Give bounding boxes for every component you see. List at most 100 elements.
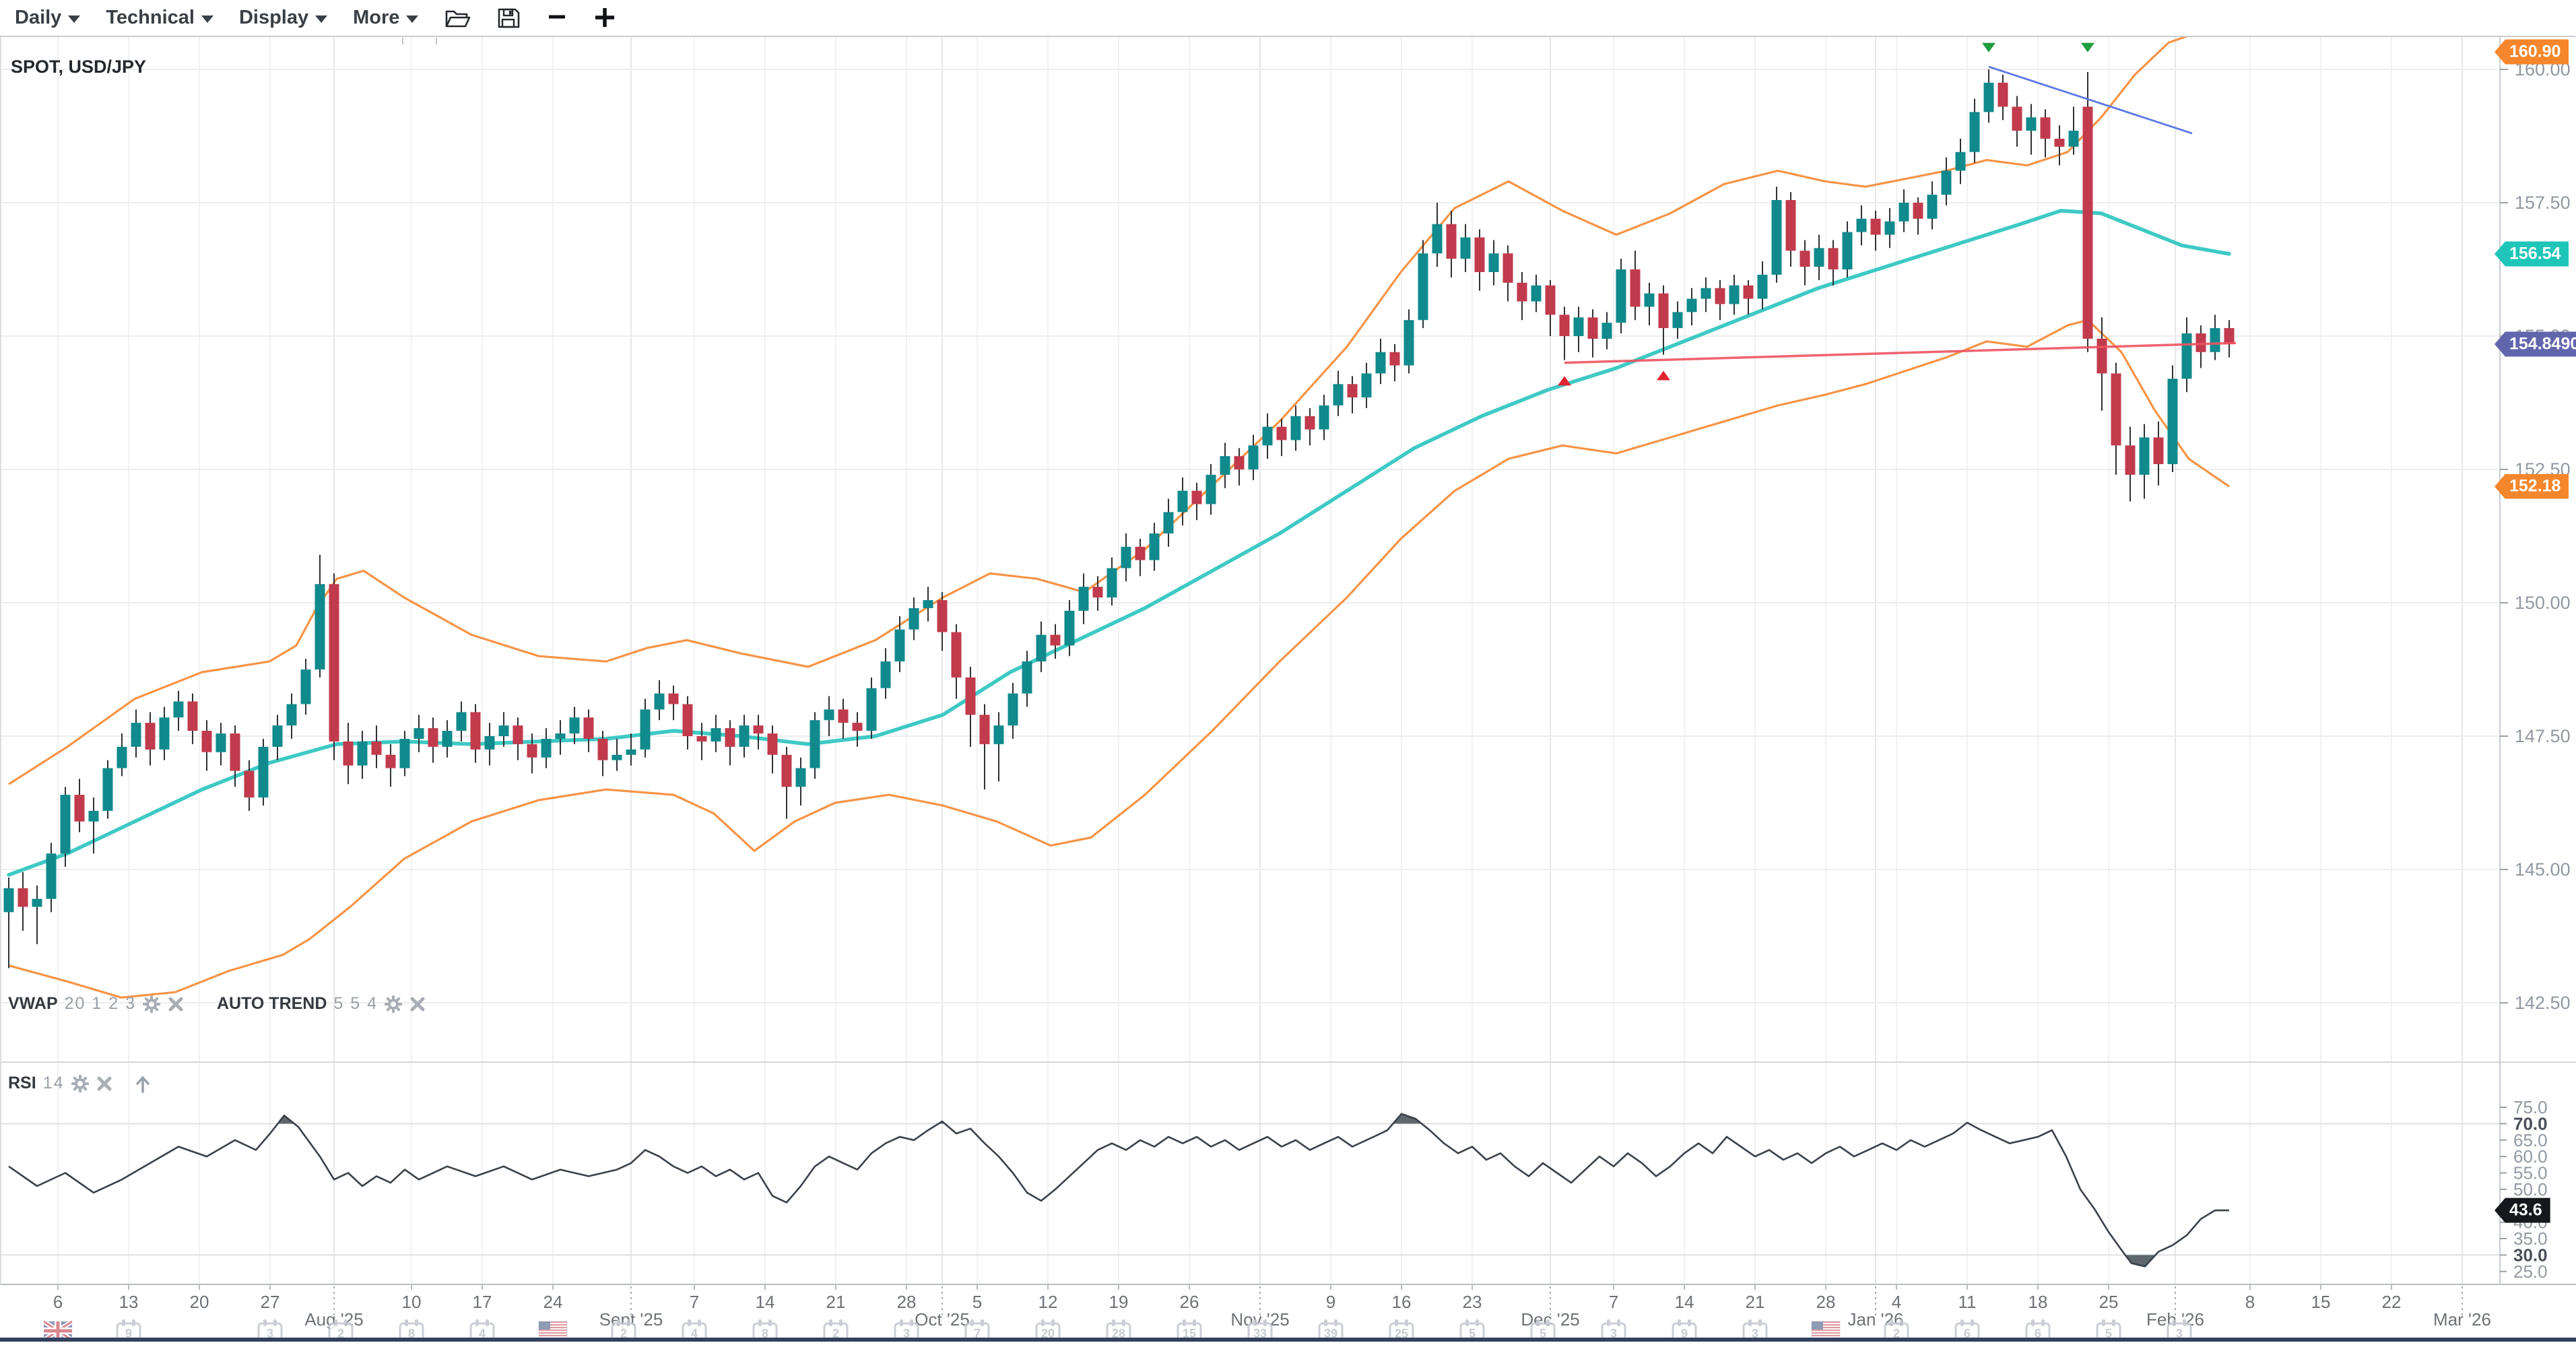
date-tick-label: 28: [1816, 1292, 1836, 1312]
candle: [1913, 197, 1923, 235]
gear-icon[interactable]: [71, 1074, 89, 1092]
month-tick-label: Oct '25: [915, 1309, 970, 1330]
candle: [1163, 498, 1174, 547]
close-icon[interactable]: [167, 995, 185, 1013]
menu-timeframe[interactable]: Daily: [15, 7, 81, 29]
candle: [1220, 442, 1230, 488]
chevron-down-icon: [406, 15, 419, 23]
candle: [852, 712, 863, 747]
close-icon[interactable]: [409, 995, 426, 1013]
price-tick-label: 150.00: [2515, 593, 2571, 613]
candle: [795, 757, 806, 806]
candle: [1446, 210, 1457, 277]
candle: [1686, 288, 1697, 326]
candle: [1531, 274, 1542, 313]
gear-icon[interactable]: [142, 995, 161, 1013]
open-folder-icon[interactable]: [444, 7, 471, 30]
flag-uk-icon[interactable]: [42, 1319, 73, 1342]
calendar-event-icon[interactable]: 8: [752, 1319, 778, 1342]
date-tick-label: 28: [897, 1292, 917, 1312]
calendar-event-icon[interactable]: 5: [1459, 1319, 1485, 1342]
candle: [300, 659, 311, 715]
calendar-event-icon[interactable]: 28: [1106, 1319, 1131, 1342]
candle: [1008, 682, 1018, 739]
candle: [1941, 157, 1952, 205]
candle: [201, 720, 212, 771]
candle: [979, 704, 990, 790]
candle: [1743, 280, 1754, 315]
calendar-event-icon[interactable]: 7: [964, 1319, 990, 1342]
calendar-event-icon[interactable]: 2: [611, 1319, 636, 1342]
menu-technical[interactable]: Technical: [106, 7, 213, 29]
candle: [951, 624, 962, 699]
date-tick-label: 27: [261, 1292, 280, 1312]
zoom-in-icon[interactable]: [593, 7, 616, 30]
calendar-event-icon[interactable]: 39: [1318, 1319, 1344, 1342]
gear-icon[interactable]: [384, 995, 403, 1013]
save-icon[interactable]: [496, 7, 521, 30]
candle: [1955, 138, 1966, 185]
calendar-event-count: 4: [691, 1327, 698, 1340]
candle: [880, 648, 891, 699]
candle: [484, 723, 495, 766]
candle: [1729, 274, 1740, 315]
candle: [1842, 221, 1853, 277]
symbol-label-row: SPOT, USD/JPY: [11, 57, 146, 77]
menu-display[interactable]: Display: [239, 7, 328, 29]
candle: [1799, 240, 1810, 286]
support-trend-line[interactable]: [1564, 341, 2237, 364]
calendar-event-count: 3: [1610, 1327, 1617, 1340]
candle: [1884, 207, 1895, 249]
candle: [626, 733, 636, 766]
flag-us-icon[interactable]: [1811, 1321, 1841, 1341]
candle: [1403, 309, 1414, 374]
date-tick-label: 10: [402, 1292, 422, 1312]
candle: [1375, 338, 1386, 385]
economic-events-row: 9 3 2 8 4 2 4 8 2 3 7 20 28 15 33 39 25 5 5 3 9 3 2 6 6 5 3: [42, 1319, 2192, 1342]
close-icon[interactable]: [96, 1075, 113, 1092]
candle: [399, 731, 410, 777]
zoom-out-icon[interactable]: [546, 7, 568, 29]
calendar-event-icon[interactable]: 6: [2025, 1319, 2051, 1342]
candle: [2040, 109, 2051, 158]
calendar-event-icon[interactable]: 4: [469, 1319, 495, 1342]
candle: [159, 707, 170, 760]
candle: [1078, 573, 1089, 624]
candle: [1658, 285, 1669, 355]
calendar-event-icon[interactable]: 3: [257, 1319, 283, 1342]
menu-timeframe-label: Daily: [15, 7, 62, 28]
date-tick-label: 11: [1958, 1292, 1977, 1312]
calendar-event-icon[interactable]: 33: [1247, 1319, 1273, 1342]
auto-trend-indicator-label: AUTO TREND: [216, 994, 327, 1013]
calendar-event-icon[interactable]: 20: [1035, 1319, 1061, 1342]
main-price-pane: [3, 37, 2237, 999]
candle: [442, 720, 453, 758]
candle: [824, 696, 834, 736]
candle: [513, 717, 523, 760]
candle: [315, 554, 325, 678]
price-tick-label: 147.50: [2515, 726, 2571, 746]
candle: [456, 701, 467, 742]
calendar-event-icon[interactable]: 2: [1884, 1319, 1909, 1342]
menu-more[interactable]: More: [353, 7, 419, 29]
candle: [1149, 523, 1160, 571]
date-tick-label: 7: [690, 1292, 699, 1312]
date-tick-label: 13: [119, 1292, 139, 1312]
candle: [187, 693, 198, 744]
calendar-event-icon[interactable]: 15: [1177, 1319, 1202, 1342]
calendar-event-icon[interactable]: 5: [2096, 1319, 2121, 1342]
auto-trend-line[interactable]: [1988, 65, 2193, 135]
move-pane-up-icon[interactable]: [133, 1075, 151, 1093]
flag-us-icon[interactable]: [538, 1321, 568, 1341]
menu-technical-label: Technical: [106, 7, 195, 28]
rsi-indicator-row: RSI 14: [8, 1074, 151, 1093]
candle: [329, 573, 339, 760]
candle: [1997, 74, 2008, 121]
candle: [428, 717, 438, 763]
date-tick-label: 14: [756, 1292, 775, 1312]
date-tick-label: 26: [1180, 1292, 1199, 1312]
candle: [711, 715, 721, 752]
candle: [2167, 365, 2178, 472]
candle: [145, 712, 156, 766]
candle: [357, 731, 368, 779]
